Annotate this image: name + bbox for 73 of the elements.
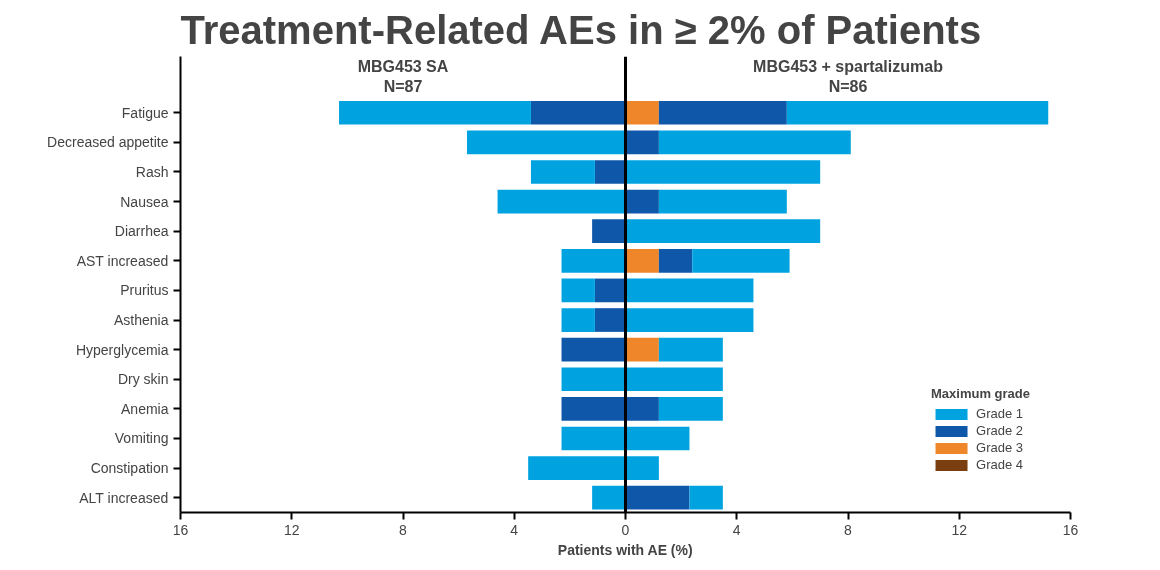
bar (592, 485, 626, 510)
x-tick-label: 4 (510, 521, 519, 538)
bar (561, 426, 626, 451)
bar (561, 248, 626, 273)
bar (689, 485, 723, 510)
legend-title: Maximum grade (931, 386, 1030, 401)
y-tick-label: Asthenia (114, 312, 169, 329)
bar (625, 485, 690, 510)
bar (625, 426, 690, 451)
bar (466, 130, 626, 155)
bar (625, 248, 659, 273)
y-tick-label: Rash (135, 163, 169, 180)
bar (497, 189, 626, 214)
chart-title: Treatment-Related AEs in ≥ 2% of Patients (180, 7, 982, 52)
bar (561, 278, 595, 303)
bar (625, 278, 754, 303)
x-tick-label: 12 (951, 521, 968, 538)
bar (561, 308, 595, 332)
bar (625, 219, 821, 244)
bar (692, 248, 790, 273)
bar (561, 337, 626, 362)
y-tick-label: Nausea (120, 193, 169, 210)
bar (625, 337, 659, 362)
bar (658, 248, 693, 273)
bar (625, 367, 723, 392)
text: MBG453 + spartalizumab N=86 (753, 57, 944, 95)
x-tick-label: 16 (172, 521, 189, 538)
bar (625, 100, 659, 125)
y-tick-label: Vomiting (114, 430, 169, 447)
bar (625, 397, 659, 421)
bar (561, 397, 626, 421)
y-tick-label: Pruritus (120, 282, 169, 299)
y-tick-label: Constipation (90, 460, 169, 477)
bar (786, 100, 1049, 125)
y-tick-label: Fatigue (121, 104, 169, 121)
bar (625, 456, 659, 480)
legend-label: Grade 1 (976, 406, 1023, 421)
bar (528, 456, 626, 480)
bar (594, 308, 626, 332)
bar (594, 278, 626, 303)
bar (658, 337, 723, 362)
x-tick-label: 0 (621, 521, 630, 538)
bar (658, 130, 851, 155)
bar (594, 160, 626, 184)
y-tick-label: Anemia (121, 400, 169, 417)
bar (530, 100, 626, 125)
text: MBG453 SA N=87 (357, 57, 449, 95)
bar (625, 160, 821, 184)
bar (658, 189, 787, 214)
bar (561, 367, 626, 392)
y-tick-label: ALT increased (79, 489, 169, 506)
bar (625, 130, 659, 155)
x-tick-label: 8 (844, 521, 853, 538)
y-tick-label: Hyperglycemia (75, 341, 169, 358)
bar (625, 308, 754, 332)
bar (658, 100, 787, 125)
legend-label: Grade 2 (976, 423, 1023, 438)
x-tick-label: 8 (399, 521, 408, 538)
x-tick-label: 16 (1062, 521, 1079, 538)
y-tick-label: Dry skin (117, 371, 169, 388)
bar (625, 189, 659, 214)
x-axis-title: Patients with AE (%) (557, 541, 693, 558)
bar (339, 100, 531, 125)
x-tick-label: 12 (283, 521, 300, 538)
x-tick-label: 4 (732, 521, 741, 538)
legend-label: Grade 3 (976, 440, 1023, 455)
legend-label: Grade 4 (976, 457, 1023, 472)
y-tick-label: Diarrhea (114, 223, 169, 240)
bar (592, 219, 626, 244)
bar (658, 397, 723, 421)
bar (530, 160, 595, 184)
y-tick-label: AST increased (76, 252, 169, 269)
y-tick-label: Decreased appetite (47, 134, 169, 151)
